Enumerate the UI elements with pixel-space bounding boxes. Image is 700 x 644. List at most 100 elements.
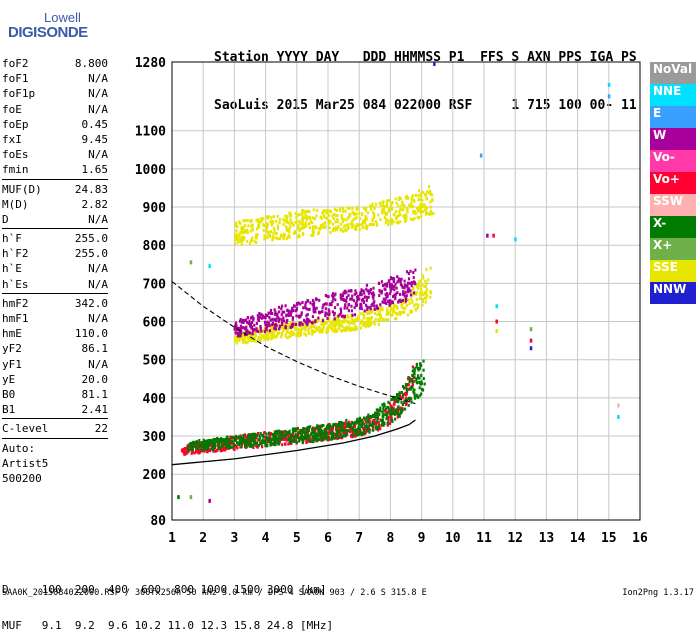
echo-point (256, 233, 259, 237)
header-row2: SaoLuis 2015 Mar25 084 022000 RSF 1 715 … (214, 98, 637, 113)
echo-point (394, 282, 397, 286)
echo-point (363, 314, 366, 318)
echo-point (299, 227, 303, 231)
echo-point (303, 216, 306, 220)
echo-point (355, 327, 358, 331)
echo-point (274, 310, 277, 314)
echo-point (365, 283, 369, 287)
echo-point (361, 426, 365, 430)
echo-point (369, 323, 372, 327)
echo-point (386, 318, 390, 322)
dashed-curve (171, 281, 416, 405)
echo-point (330, 437, 333, 441)
echo-point (265, 226, 269, 230)
echo-point (241, 437, 244, 441)
echo-point (405, 218, 408, 222)
echo-point (243, 439, 246, 443)
y-tick-label: 600 (143, 316, 167, 331)
echo-point (420, 215, 423, 219)
echo-point (306, 436, 310, 440)
echo-point (355, 325, 358, 329)
param-value: N/A (88, 312, 108, 325)
echo-point (338, 323, 341, 327)
echo-point (389, 220, 392, 224)
echo-point (303, 427, 307, 431)
echo-point (257, 218, 260, 222)
echo-point (252, 329, 255, 333)
echo-point (208, 498, 211, 503)
echo-point (397, 277, 400, 281)
echo-point (240, 239, 243, 243)
echo-point (400, 390, 403, 394)
echo-point (269, 325, 273, 329)
echo-point (274, 327, 277, 331)
echo-point (323, 428, 326, 432)
echo-point (281, 310, 284, 314)
echo-point (322, 225, 325, 229)
echo-point (406, 290, 410, 294)
echo-point (356, 297, 360, 301)
echo-point (245, 334, 248, 338)
echo-point (349, 423, 352, 427)
echo-point (393, 293, 396, 297)
echo-point (225, 443, 229, 447)
echo-point (233, 327, 236, 331)
echo-point (189, 495, 193, 500)
echo-point (398, 391, 401, 395)
echo-point (239, 222, 242, 226)
echo-point (419, 205, 422, 209)
echo-point (312, 230, 315, 234)
echo-point (303, 210, 306, 214)
param-name: h`Es (2, 277, 29, 291)
echo-point (372, 320, 375, 324)
echo-point (358, 297, 361, 301)
echo-point (314, 326, 317, 330)
echo-point (288, 438, 292, 442)
echo-point (334, 213, 337, 217)
echo-point (251, 315, 254, 319)
echo-point (331, 429, 334, 433)
echo-point (355, 428, 358, 432)
echo-point (322, 423, 325, 427)
file-info-footer: SAA0K_2015084022000.RSF / 300fx256h 50 k… (2, 588, 427, 598)
echo-point (291, 324, 294, 328)
echo-point (312, 319, 315, 323)
echo-point (263, 234, 266, 238)
param-row: h`E N/A (2, 261, 108, 276)
echo-point (401, 298, 405, 302)
echo-point (365, 422, 368, 426)
echo-point (389, 292, 392, 296)
echo-point (396, 280, 399, 284)
echo-point (297, 327, 300, 331)
echo-point (253, 436, 256, 440)
echo-point (416, 215, 419, 219)
param-value: 22 (94, 422, 108, 436)
echo-point (396, 306, 399, 310)
echo-point (367, 415, 371, 419)
echo-point (308, 326, 311, 330)
echo-point (354, 434, 357, 438)
echo-point (364, 325, 367, 329)
echo-point (304, 301, 307, 305)
echo-point (271, 324, 274, 328)
echo-point (258, 222, 261, 226)
echo-point (250, 334, 253, 338)
echo-point (336, 303, 339, 307)
echo-point (327, 218, 330, 222)
echo-point (311, 321, 314, 325)
echo-point (375, 411, 378, 415)
echo-point (381, 211, 384, 215)
echo-point (369, 307, 372, 311)
echo-point (433, 61, 436, 66)
echo-point (358, 432, 361, 436)
echo-point (377, 408, 380, 412)
echo-point (394, 417, 397, 421)
echo-point (369, 321, 372, 325)
echo-point (238, 437, 242, 441)
echo-point (379, 303, 382, 307)
echo-point (356, 432, 359, 436)
echo-point (311, 315, 315, 319)
echo-point (308, 226, 311, 230)
echo-point (396, 399, 399, 403)
echo-point (271, 327, 274, 331)
